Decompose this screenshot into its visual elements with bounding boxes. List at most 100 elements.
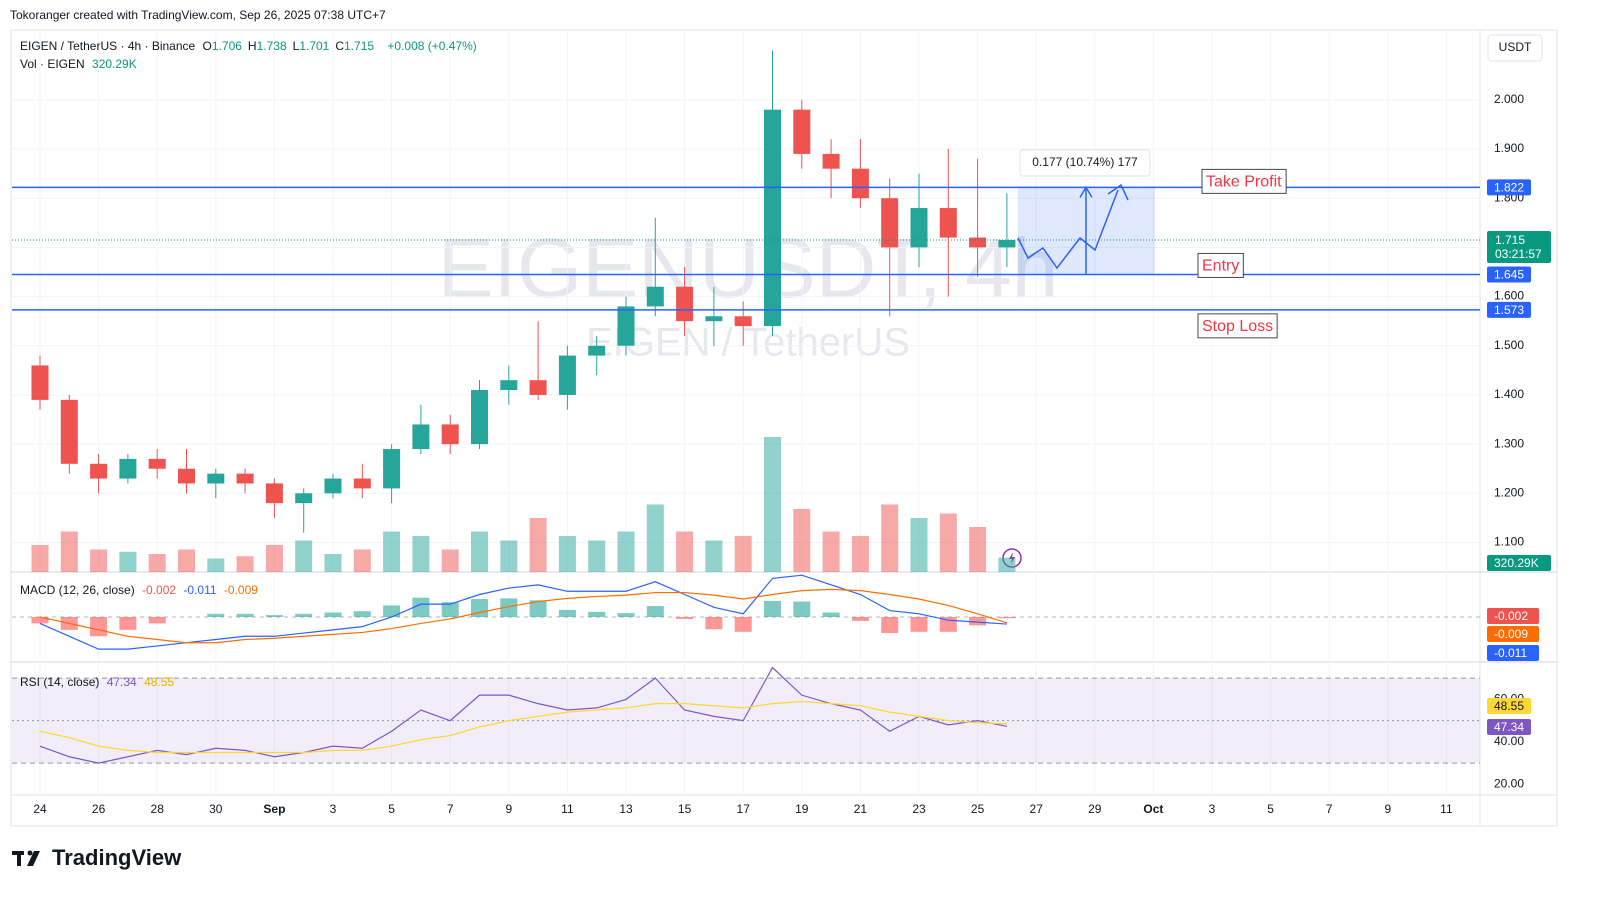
position-label-box	[1019, 149, 1151, 177]
macd-histogram	[119, 617, 137, 630]
x-tick-label: 27	[1030, 802, 1044, 816]
candle-body	[90, 463, 108, 479]
macd-histogram	[734, 617, 752, 632]
volume-bar	[265, 545, 283, 572]
x-tick-label: 13	[619, 802, 633, 816]
ohlc-key: H	[247, 39, 257, 53]
level-price: 1.573	[1494, 303, 1524, 317]
rsi-ma-value: 48.55	[144, 675, 175, 689]
volume-bar	[998, 557, 1016, 572]
level-name: Entry	[1202, 258, 1239, 275]
x-tick-label: 28	[151, 802, 165, 816]
candle-body	[324, 478, 342, 494]
logo	[12, 850, 40, 866]
candle-body	[588, 345, 606, 356]
volume-bar	[939, 513, 957, 572]
x-tick-label: 3	[1209, 802, 1216, 816]
candle-body	[31, 365, 49, 400]
macd-histogram	[881, 617, 899, 634]
ohlc: O1.706 H1.738 L1.701 C1.715	[203, 39, 381, 53]
macd-line	[39, 588, 1008, 644]
ohlc-value: 1.738	[256, 39, 287, 53]
macd-histogram	[207, 613, 225, 617]
last-price-box	[1487, 231, 1551, 264]
macd-histogram	[558, 609, 576, 617]
y-tick-label: 1.100	[1494, 535, 1524, 549]
x-tick-label: 19	[795, 802, 809, 816]
candle-body	[822, 153, 840, 169]
rsi-line	[39, 700, 1007, 754]
last-price: 1.715	[1495, 233, 1525, 247]
currency-button[interactable]	[1487, 34, 1543, 62]
candle-body	[881, 198, 899, 248]
rsi-legend: RSI (14, close) 47.34 48.55	[20, 675, 178, 689]
volume-title: Vol · EIGEN	[20, 57, 85, 71]
y-tick-label: 1.400	[1494, 387, 1524, 401]
y-tick-label: 2.000	[1494, 92, 1524, 106]
macd-axis-value: -0.011	[1494, 646, 1527, 660]
y-tick-label: 1.500	[1494, 338, 1524, 352]
candle-body	[178, 468, 195, 484]
macd-histogram	[588, 611, 606, 617]
candle-body	[383, 449, 401, 489]
rsi-value-box	[1487, 719, 1531, 735]
level-name-box	[1201, 168, 1287, 194]
ohlc-value: 1.701	[299, 39, 330, 53]
volume-bar	[207, 558, 225, 572]
candle-body	[793, 109, 811, 154]
candle-body	[734, 316, 752, 327]
volume-bar	[676, 531, 694, 572]
level-name: Stop Loss	[1202, 318, 1273, 335]
rsi-value-box	[1487, 698, 1531, 714]
candle-body	[236, 473, 254, 484]
volume-bar	[236, 556, 254, 572]
y-tick-label: 1.300	[1494, 436, 1524, 450]
volume-bar	[60, 531, 78, 572]
macd-histogram	[646, 606, 664, 617]
level-name-box	[1197, 313, 1278, 339]
volume-bar	[617, 531, 635, 572]
frame	[10, 29, 1558, 827]
volume-bar	[353, 549, 371, 572]
volume-last: 320.29K	[1494, 556, 1539, 570]
volume-bar	[500, 540, 518, 572]
volume-bar	[324, 554, 342, 572]
macd-signal-value: -0.009	[223, 583, 258, 597]
candle-body	[412, 424, 430, 450]
volume-bar	[764, 437, 781, 572]
volume-bar	[295, 540, 313, 572]
x-tick-label: 5	[388, 802, 395, 816]
candle-body	[558, 355, 576, 395]
volume-bar	[178, 549, 195, 572]
volume-bar	[588, 540, 606, 572]
x-tick-label: 30	[209, 802, 223, 816]
volume-bar	[441, 549, 459, 572]
volume-value: 320.29K	[92, 57, 137, 71]
candle-body	[529, 380, 547, 395]
macd-histogram	[851, 617, 869, 621]
macd-value-box	[1487, 626, 1539, 642]
volume-bar	[969, 527, 987, 572]
x-tick-label: 7	[447, 802, 454, 816]
level-name-box	[1197, 252, 1244, 278]
x-tick-label: 21	[854, 802, 868, 816]
rsi-band	[12, 678, 1480, 764]
level-price: 1.822	[1494, 181, 1524, 195]
change: +0.008 (+0.47%)	[387, 39, 477, 53]
macd-histogram	[353, 611, 371, 617]
currency[interactable]: USDT	[1499, 40, 1532, 54]
x-tick-label: 17	[737, 802, 751, 816]
level-name: Take Profit	[1206, 174, 1282, 191]
macd-histogram	[793, 601, 811, 617]
volume-bar	[412, 536, 430, 572]
macd-value-box	[1487, 645, 1539, 661]
candle-body	[969, 237, 987, 248]
x-tick-label: 23	[912, 802, 926, 816]
candle-body	[441, 424, 459, 445]
volume-bar	[383, 531, 401, 572]
level-price-box	[1487, 266, 1531, 283]
x-tick-label: Sep	[263, 802, 285, 816]
position-label: 0.177 (10.74%) 177	[1032, 155, 1138, 169]
forecast-path	[1017, 183, 1129, 270]
macd-axis-value: -0.002	[1494, 609, 1528, 623]
